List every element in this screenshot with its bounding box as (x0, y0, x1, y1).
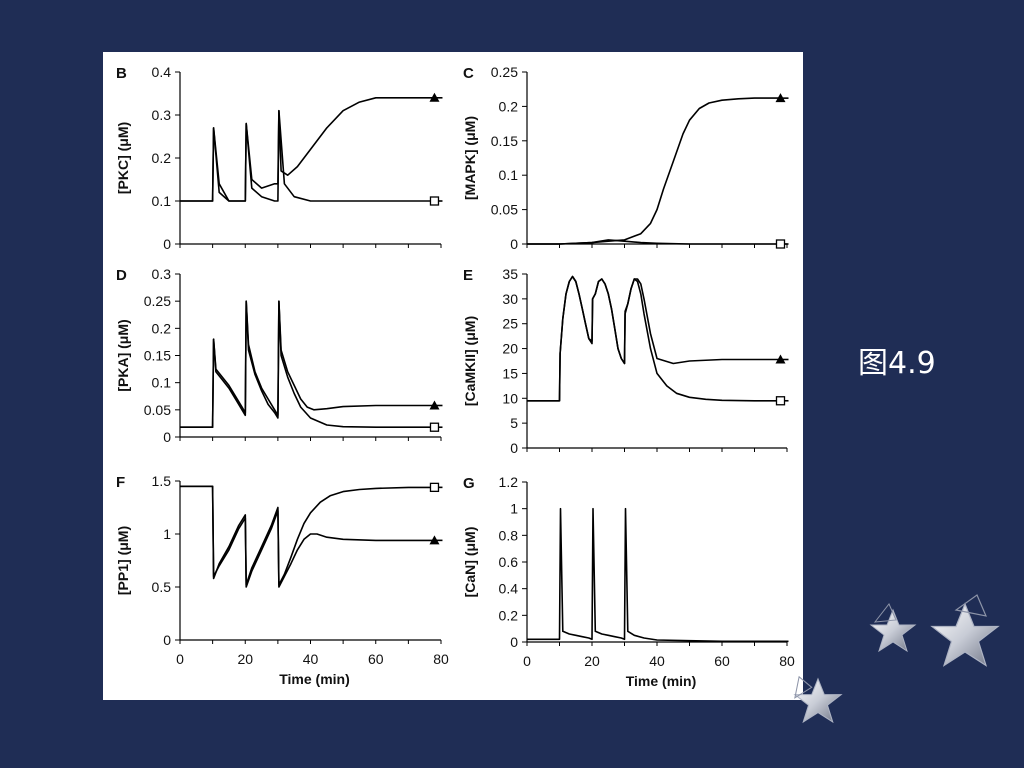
y-axis-label: [PKC] (μM) (115, 122, 131, 194)
x-tick-label: 20 (584, 653, 600, 669)
y-tick-label: 0.4 (499, 581, 519, 597)
star-decoration (780, 585, 1020, 735)
panel-label: G (463, 475, 475, 492)
figure-caption: 图4.9 (858, 338, 936, 382)
y-tick-label: 0.2 (499, 98, 519, 114)
y-tick-label: 0.2 (499, 607, 519, 623)
y-axis-label: [CaN] (μM) (462, 527, 478, 598)
y-tick-label: 0.2 (152, 150, 172, 166)
star-icon (871, 604, 915, 651)
y-tick-label: 0.15 (491, 133, 518, 149)
panel-label: B (116, 65, 127, 82)
series-line (180, 486, 435, 585)
y-tick-label: 0 (163, 429, 171, 445)
y-tick-label: 1.2 (499, 474, 519, 490)
y-tick-label: 0.25 (144, 293, 171, 309)
x-tick-label: 80 (433, 651, 449, 667)
y-tick-label: 0.25 (491, 64, 518, 80)
y-tick-label: 0.15 (144, 348, 171, 364)
y-tick-label: 0.05 (491, 202, 518, 218)
y-tick-label: 0.1 (152, 375, 172, 391)
panel-label: D (116, 267, 127, 284)
y-tick-label: 0 (163, 236, 171, 252)
x-tick-label: 0 (523, 653, 531, 669)
y-tick-label: 15 (502, 365, 518, 381)
x-axis-label: Time (min) (626, 673, 697, 689)
y-tick-label: 20 (502, 341, 518, 357)
x-tick-label: 60 (368, 651, 384, 667)
series-line (180, 111, 435, 201)
y-tick-label: 0.3 (152, 266, 172, 282)
y-tick-label: 0.2 (152, 320, 172, 336)
figure-panel: 0 0.1 0.2 0.3 0.4 B [PKC] (μM) 0 0.05 0.1 0.15 0.2 0… (103, 52, 803, 700)
multi-panel-chart: 00.10.20.30.4B[PKC] (μM)00.050.10.150.20… (103, 52, 803, 700)
y-axis-label: [PKA] (μM) (115, 319, 131, 391)
y-tick-label: 0 (510, 236, 518, 252)
y-axis-label: [CaMKII] (μM) (462, 316, 478, 406)
y-tick-label: 0.5 (152, 579, 172, 595)
panel-label: C (463, 65, 474, 82)
y-tick-label: 1 (510, 501, 518, 517)
x-tick-label: 60 (714, 653, 730, 669)
panel-label: F (116, 474, 125, 491)
x-axis-label: Time (min) (279, 671, 350, 687)
series-line (527, 509, 781, 642)
y-tick-label: 30 (502, 291, 518, 307)
x-tick-label: 40 (649, 653, 665, 669)
y-tick-label: 0.4 (152, 64, 172, 80)
series-line (527, 277, 781, 401)
square-marker (430, 197, 438, 205)
y-tick-label: 1 (163, 526, 171, 542)
y-tick-label: 25 (502, 316, 518, 332)
star-icon (932, 595, 998, 666)
square-marker (430, 483, 438, 491)
series-line (180, 301, 435, 427)
x-tick-label: 20 (237, 651, 253, 667)
y-tick-label: 10 (502, 390, 518, 406)
panel-label: E (463, 267, 473, 284)
y-tick-label: 0.8 (499, 527, 519, 543)
y-tick-label: 0.3 (152, 107, 172, 123)
y-axis-label: [MAPK] (μM) (462, 116, 478, 200)
square-marker (777, 397, 785, 405)
y-tick-label: 0 (510, 440, 518, 456)
y-tick-label: 0.1 (152, 193, 172, 209)
y-tick-label: 0 (510, 634, 518, 650)
y-tick-label: 0 (163, 632, 171, 648)
y-tick-label: 1.5 (152, 473, 172, 489)
y-tick-label: 5 (510, 415, 518, 431)
y-axis-label: [PP1] (μM) (115, 526, 131, 595)
series-line (180, 486, 435, 587)
star-icon (795, 677, 841, 722)
x-tick-label: 0 (176, 651, 184, 667)
series-line (527, 240, 781, 244)
y-tick-label: 35 (502, 266, 518, 282)
square-marker (430, 423, 438, 431)
square-marker (777, 240, 785, 248)
x-tick-label: 40 (303, 651, 319, 667)
series-line (527, 277, 781, 401)
y-tick-label: 0.1 (499, 167, 519, 183)
y-tick-label: 0.05 (144, 402, 171, 418)
series-line (180, 301, 435, 427)
series-line (527, 98, 781, 244)
y-tick-label: 0.6 (499, 554, 519, 570)
